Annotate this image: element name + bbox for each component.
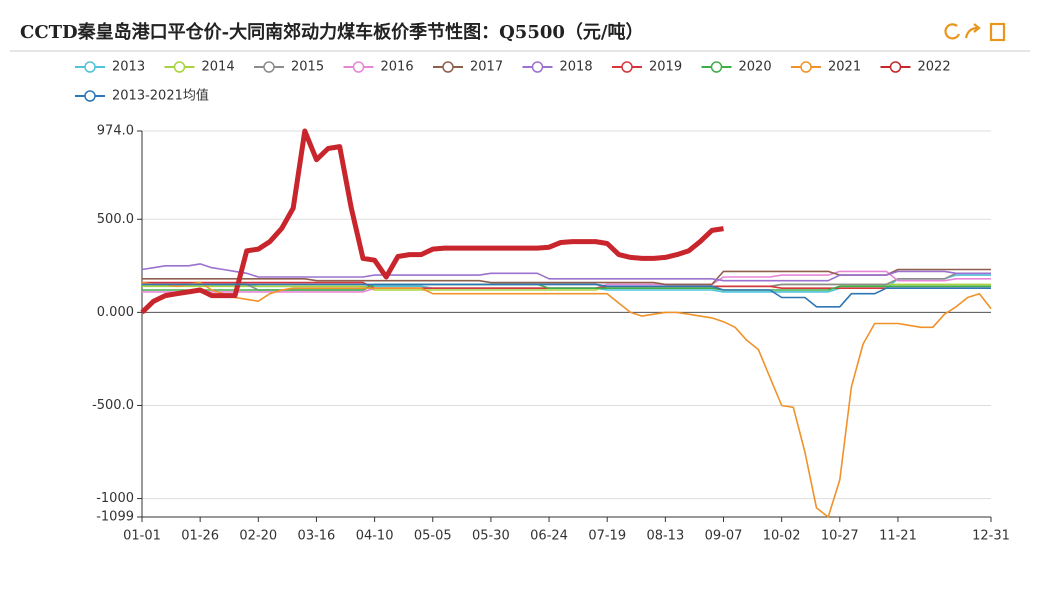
- legend-item[interactable]: 2014: [164, 60, 235, 75]
- legend-label: 2020: [739, 60, 772, 75]
- x-tick-label: 10-27: [821, 529, 859, 544]
- x-tick-label: 10-02: [763, 529, 801, 544]
- x-tick-label: 03-16: [298, 529, 336, 544]
- series-line: [141, 281, 992, 518]
- legend-marker: [84, 61, 96, 73]
- legend-item[interactable]: 2017: [433, 60, 503, 75]
- x-tick-label: 05-05: [414, 529, 452, 544]
- legend-marker: [84, 90, 96, 102]
- x-tick-label: 02-20: [239, 529, 277, 544]
- y-tick-label: 974.0: [97, 124, 134, 139]
- legend-item[interactable]: 2019: [612, 60, 682, 75]
- legend-marker: [621, 61, 633, 73]
- series-line: [140, 128, 724, 315]
- legend-marker: [352, 61, 365, 73]
- legend-label: 2018: [560, 60, 593, 75]
- x-tick-label: 06-24: [530, 529, 568, 544]
- refresh-icon[interactable]: [944, 23, 961, 40]
- legend-label: 2021: [828, 60, 861, 75]
- series-line: [142, 281, 991, 289]
- legend-marker: [442, 61, 454, 73]
- legend-label: 2013: [112, 60, 145, 75]
- legend-marker: [889, 61, 902, 73]
- x-tick-label: 09-07: [705, 529, 743, 544]
- x-tick-label: 12-31: [972, 529, 1010, 544]
- share-icon[interactable]: [964, 23, 981, 39]
- y-tick-label: 500.0: [97, 212, 134, 227]
- series-line: [142, 283, 991, 291]
- series-line: [142, 283, 991, 308]
- legend-label: 2019: [649, 60, 682, 75]
- x-tick-label: 04-10: [356, 529, 394, 544]
- chart-title: CCTD秦皇岛港口平仓价-大同南郊动力煤车板价季节性图：Q5500（元/吨）: [20, 21, 643, 43]
- toolbox[interactable]: [944, 22, 1006, 42]
- y-tick-label: 0.000: [97, 305, 134, 320]
- legend-marker: [173, 61, 186, 73]
- legend-marker: [710, 61, 723, 73]
- x-tick-label: 05-30: [472, 529, 510, 544]
- legend-item[interactable]: 2022: [880, 60, 951, 75]
- legend-marker: [531, 61, 544, 73]
- x-tick-label: 01-26: [181, 529, 219, 544]
- legend-item[interactable]: 2013: [75, 60, 145, 75]
- x-tick-label: 07-19: [588, 529, 626, 544]
- y-tick-label: -1000: [96, 491, 134, 506]
- x-tick-label: 11-21: [879, 529, 917, 544]
- legend-label: 2016: [381, 60, 414, 75]
- legend-label: 2017: [470, 60, 503, 75]
- y-tick-label: -500.0: [92, 398, 134, 413]
- legend-marker: [263, 61, 275, 73]
- legend-item[interactable]: 2018: [522, 60, 593, 75]
- save-icon[interactable]: [989, 22, 1006, 42]
- x-tick-label: 08-13: [646, 529, 684, 544]
- legend-label: 2022: [918, 60, 951, 75]
- legend-item[interactable]: 2015: [254, 60, 324, 75]
- series-line: [141, 263, 991, 282]
- x-tick-label: 01-01: [123, 529, 161, 544]
- series-line: [142, 283, 991, 291]
- legend-label: 2015: [291, 60, 324, 75]
- legend-label: 2014: [202, 60, 235, 75]
- legend-item[interactable]: 2013-2021均值: [75, 88, 209, 104]
- legend-label: 2013-2021均值: [112, 88, 209, 104]
- legend-marker: [800, 61, 812, 73]
- legend-item[interactable]: 2020: [701, 60, 772, 75]
- legend-item[interactable]: 2016: [343, 60, 414, 75]
- legend-item[interactable]: 2021: [791, 60, 861, 75]
- y-tick-label: -1099: [96, 510, 134, 525]
